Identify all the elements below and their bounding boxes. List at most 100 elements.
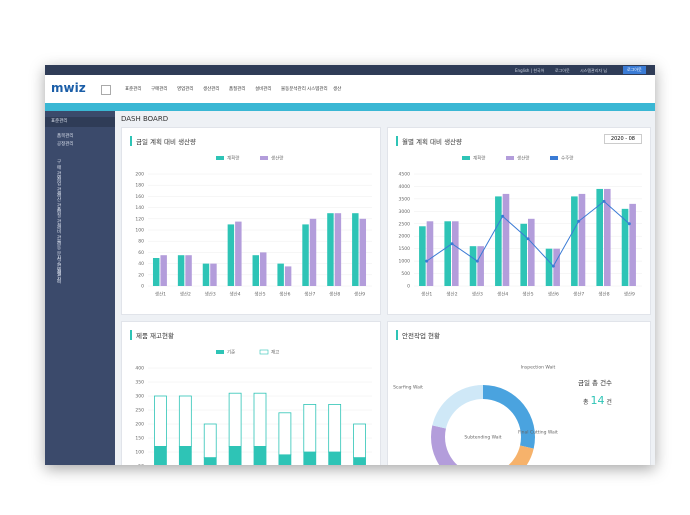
menu-toggle[interactable] <box>101 85 111 95</box>
legend-label: 재고 <box>271 349 279 356</box>
sidebar-sub[interactable]: 품목관리 <box>57 134 74 139</box>
menu-item[interactable]: 품질관리 <box>229 87 246 92</box>
x-tick-label: 생산5 <box>254 291 265 298</box>
legend-swatch <box>259 349 269 355</box>
panel-title: 금일 계획 대비 생산량 <box>130 136 196 146</box>
slice-label: Final Cutting Wait <box>518 430 558 436</box>
y-tick-label: 4000 <box>399 184 411 190</box>
menu-item[interactable]: 생산 <box>333 87 342 92</box>
sidebar-item[interactable]: 시스템관리 <box>57 256 62 285</box>
bar <box>578 193 586 286</box>
menu-item[interactable]: 구매관리 <box>151 87 168 92</box>
panel: 안전작업 현황 Scarfing Wait Inspection Wait Fina… <box>387 321 651 465</box>
bar <box>328 451 342 465</box>
sidebar-item[interactable]: 구매관리 <box>57 160 62 183</box>
y-tick-label: 120 <box>135 216 144 222</box>
panel: 제품 재고현황 0 50 100 150 200 250 300 350 400 기준 재고 생산1 생… <box>121 321 381 465</box>
bar <box>452 221 459 286</box>
menu-item[interactable]: 물동분석관리 <box>281 87 306 92</box>
top-button[interactable]: 로그아웃 <box>623 66 646 74</box>
sidebar-item[interactable]: 영업관리 <box>57 176 62 199</box>
x-tick-label: 생산4 <box>230 291 241 298</box>
legend-swatch <box>216 350 224 354</box>
x-tick-label: 생산8 <box>329 291 340 298</box>
x-tick-label: 생산9 <box>624 291 635 298</box>
bar <box>520 223 527 286</box>
x-tick-label: 생산5 <box>522 291 533 298</box>
y-tick-label: 100 <box>135 228 144 234</box>
line-point <box>526 237 530 241</box>
bar <box>545 248 553 286</box>
x-tick-label: 생산2 <box>180 291 191 298</box>
sidebar-item[interactable]: 물동분석관리 <box>57 240 62 275</box>
line-point <box>577 219 581 223</box>
nav-bar: mwiz 표준관리 구매관리 영업관리 생산관리 품질관리 설비관리 물동분석관리 시스템관리… <box>45 75 655 104</box>
y-tick-label: 160 <box>135 194 144 200</box>
top-link[interactable]: 시스템관리자 님 <box>580 68 608 73</box>
slice-label: Scarfing Wait <box>393 385 423 391</box>
y-tick-label: 180 <box>135 183 144 189</box>
sidebar-item[interactable]: 생산관리 <box>57 192 62 215</box>
y-tick-label: 40 <box>138 261 144 267</box>
top-link[interactable]: 로그아웃 <box>555 68 570 73</box>
month-select[interactable]: 2020 - 08 <box>603 134 642 144</box>
menu-item[interactable]: 설비관리 <box>255 87 272 92</box>
bar <box>154 446 167 465</box>
dashboard-title: DASH BOARD <box>121 115 169 123</box>
bar <box>502 193 510 286</box>
panel: 월별 계획 대비 생산량 2020 - 08 0 500 1000 1500 2000 2… <box>387 127 651 315</box>
sidebar-item[interactable]: 설비관리 <box>57 224 62 247</box>
bar <box>604 188 611 286</box>
x-tick-label: 생산9 <box>354 291 365 298</box>
top-link[interactable]: English | 한국어 <box>515 68 545 73</box>
bar <box>178 446 192 465</box>
y-tick-label: 50 <box>138 464 144 466</box>
brand-logo[interactable]: mwiz <box>51 81 86 95</box>
y-tick-label: 60 <box>138 250 144 256</box>
bar <box>303 451 317 465</box>
total-count: 총 14 건 <box>583 394 612 407</box>
bar <box>185 255 192 286</box>
x-tick-label: 생산1 <box>155 291 166 298</box>
menu-item[interactable]: 표준관리 <box>125 87 142 92</box>
y-tick-label: 200 <box>135 172 144 178</box>
bar <box>303 404 317 453</box>
y-tick-label: 250 <box>135 408 144 414</box>
bar <box>253 446 267 465</box>
legend-swatch <box>506 156 514 160</box>
bar <box>154 395 167 447</box>
y-tick-label: 1500 <box>399 246 411 252</box>
sidebar-item[interactable]: 품질관리 <box>57 208 62 231</box>
bar <box>444 221 451 286</box>
slice-label: Subtending Wait <box>464 435 501 441</box>
y-tick-label: 0 <box>407 284 410 290</box>
bar <box>178 395 192 447</box>
sidebar-item[interactable]: 생산 <box>57 272 62 283</box>
bar <box>353 423 366 458</box>
x-tick-label: 생산4 <box>497 291 508 298</box>
y-tick-label: 150 <box>135 436 144 442</box>
y-tick-label: 100 <box>135 450 144 456</box>
x-tick-label: 생산1 <box>421 291 432 298</box>
tab-bar <box>45 103 655 111</box>
menu-item[interactable]: 생산관리 <box>203 87 220 92</box>
y-tick-label: 20 <box>138 272 144 278</box>
menu-item[interactable]: 영업관리 <box>177 87 194 92</box>
bar <box>528 218 535 286</box>
bar <box>302 224 309 286</box>
sidebar-active[interactable]: 표준관리 <box>45 117 115 127</box>
bar <box>277 263 284 286</box>
sidebar-sub[interactable]: 공정관리 <box>57 142 74 147</box>
line-point <box>450 242 454 246</box>
bar <box>202 263 210 286</box>
menu-item[interactable]: 시스템관리 <box>307 87 328 92</box>
bar <box>235 221 242 286</box>
legend-label: 수주량 <box>561 155 573 162</box>
x-tick-label: 생산7 <box>573 291 584 298</box>
y-tick-label: 400 <box>135 366 144 372</box>
legend-swatch <box>550 156 558 160</box>
y-tick-label: 1000 <box>399 259 411 265</box>
